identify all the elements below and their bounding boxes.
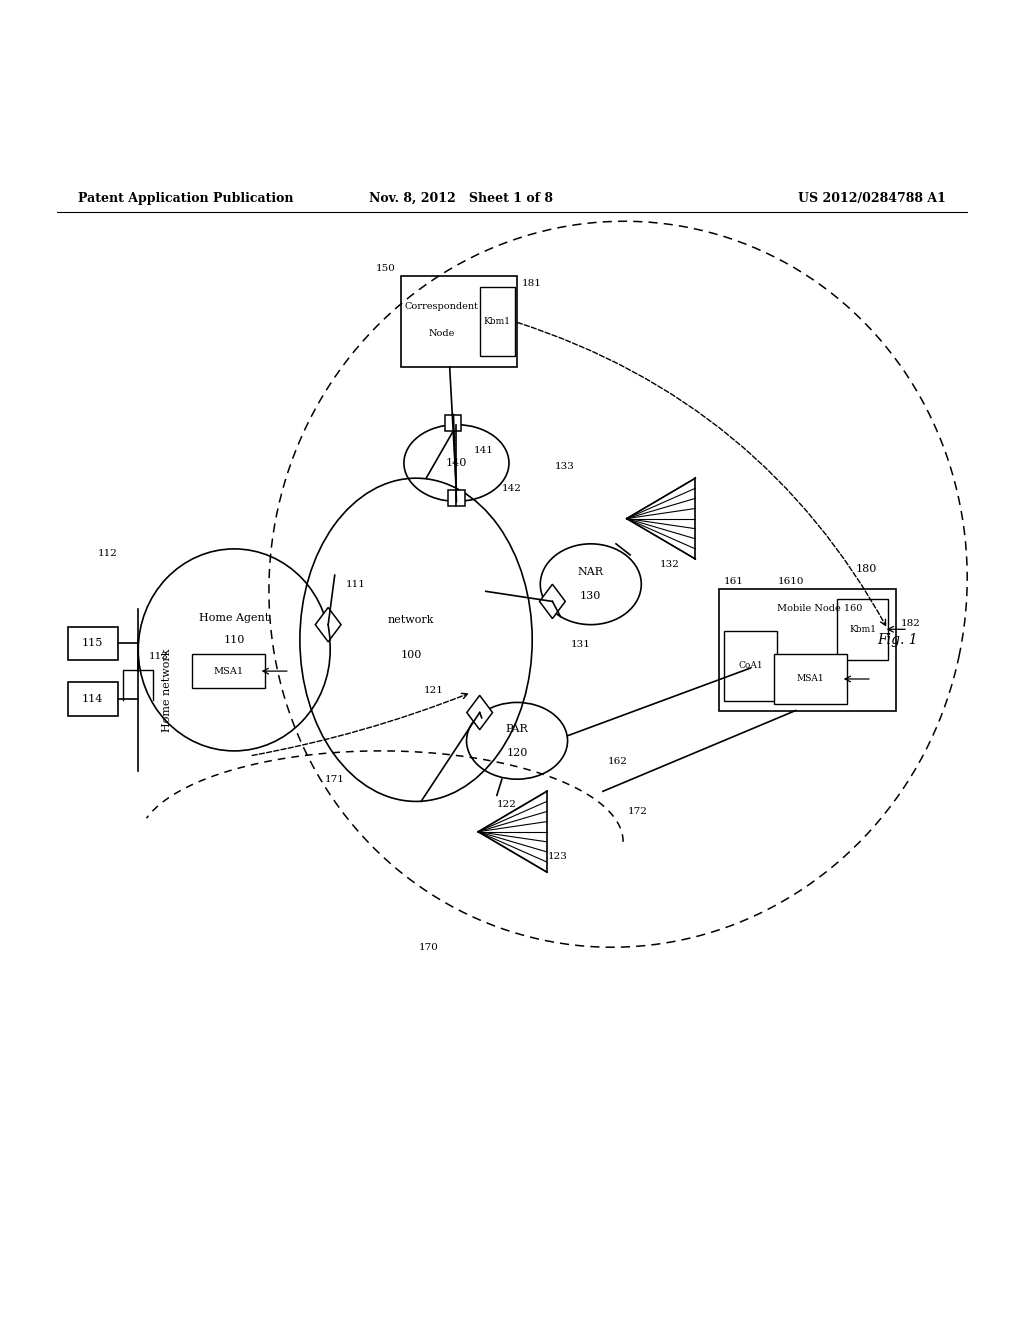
Text: network: network [388,615,434,624]
Text: MSA1: MSA1 [213,667,244,676]
Text: 122: 122 [497,800,517,809]
Text: Node: Node [428,329,455,338]
Text: 112: 112 [98,549,118,558]
Text: Patent Application Publication: Patent Application Publication [78,191,293,205]
Text: US 2012/0284788 A1: US 2012/0284788 A1 [799,191,946,205]
Text: 141: 141 [474,446,494,455]
Text: 182: 182 [901,619,921,628]
Text: 110: 110 [223,635,245,644]
Text: Kbm1: Kbm1 [483,317,511,326]
Text: 115: 115 [82,639,103,648]
Bar [480,286,515,356]
Text: 121: 121 [424,686,444,694]
Text: 150: 150 [376,264,395,272]
Polygon shape [540,585,565,619]
Text: Correspondent: Correspondent [404,302,478,310]
Text: CoA1: CoA1 [738,661,763,671]
Text: 114: 114 [82,694,103,704]
Bar [724,631,776,701]
Text: 162: 162 [608,756,628,766]
Text: 111: 111 [345,579,366,589]
Text: 120: 120 [506,748,527,758]
Text: PAR: PAR [506,723,528,734]
Bar [719,589,896,710]
Bar [68,682,118,715]
Bar [838,599,888,660]
Text: Home network: Home network [162,648,172,733]
Bar [445,414,462,430]
Text: Mobile Node 160: Mobile Node 160 [777,605,862,614]
Text: 123: 123 [548,853,567,862]
Text: 140: 140 [445,458,467,469]
Text: Fig. 1: Fig. 1 [878,632,919,647]
Text: 131: 131 [570,640,591,649]
Polygon shape [315,607,341,642]
Text: 133: 133 [554,462,574,470]
Text: MSA1: MSA1 [797,675,824,684]
Text: 130: 130 [581,591,601,602]
Text: 180: 180 [855,564,877,574]
Text: 132: 132 [659,560,679,569]
Text: 100: 100 [400,649,422,660]
Text: 181: 181 [522,279,542,288]
Text: Nov. 8, 2012   Sheet 1 of 8: Nov. 8, 2012 Sheet 1 of 8 [370,191,554,205]
Text: 161: 161 [724,577,744,586]
Bar [191,653,264,688]
Text: 113: 113 [148,652,168,661]
Text: 172: 172 [628,807,648,816]
Bar [774,653,847,705]
Bar [68,627,118,660]
Text: Kbm1: Kbm1 [849,624,876,634]
Text: 142: 142 [502,484,522,492]
Text: 171: 171 [326,775,345,784]
Text: NAR: NAR [578,568,604,577]
Text: 170: 170 [419,944,439,953]
Bar [449,490,465,507]
Polygon shape [467,696,493,730]
Text: 1610: 1610 [777,577,804,586]
Text: Home Agent: Home Agent [199,612,269,623]
Bar [400,276,517,367]
